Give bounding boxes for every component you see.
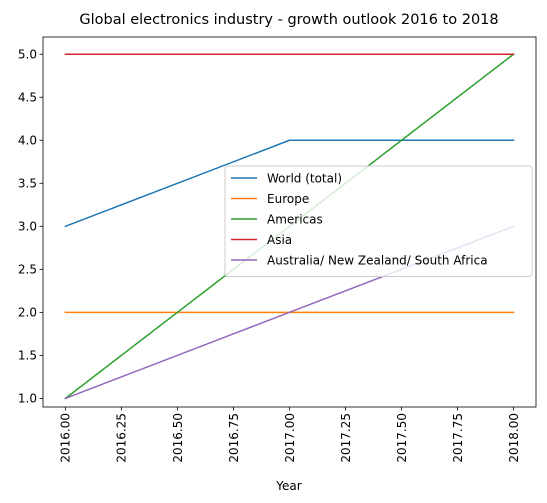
x-axis-label: Year (275, 479, 301, 493)
y-tick-label: 4.0 (18, 134, 37, 148)
x-tick-label: 2017.75 (451, 413, 465, 463)
legend-label: Americas (267, 212, 323, 226)
legend-label: Europe (267, 192, 309, 206)
y-tick-label: 2.0 (18, 306, 37, 320)
y-tick-label: 1.0 (18, 392, 37, 406)
x-tick-label: 2017.00 (283, 413, 297, 463)
legend-label: Australia/ New Zealand/ South Africa (267, 253, 488, 267)
legend-label: World (total) (267, 171, 342, 185)
chart-title: Global electronics industry - growth out… (79, 12, 498, 28)
y-tick-label: 4.5 (18, 91, 37, 105)
legend-box (224, 165, 533, 277)
y-tick-label: 5.0 (18, 48, 37, 62)
x-tick-label: 2017.25 (339, 413, 353, 463)
legend-label: Asia (267, 233, 292, 247)
y-tick-label: 3.0 (18, 220, 37, 234)
y-tick-label: 1.5 (18, 349, 37, 363)
x-tick-label: 2018.00 (507, 413, 521, 463)
x-tick-label: 2016.00 (59, 413, 73, 463)
legend: World (total) Europe Americas Asia Australia… (224, 165, 533, 277)
y-tick-label: 3.5 (18, 177, 37, 191)
x-tick-label: 2016.25 (115, 413, 129, 463)
series-line-0 (64, 139, 515, 228)
x-tick-label: 2016.50 (171, 413, 185, 463)
x-tick-label: 2017.50 (395, 413, 409, 463)
x-tick-label: 2016.75 (227, 413, 241, 463)
y-tick-label: 2.5 (18, 263, 37, 277)
